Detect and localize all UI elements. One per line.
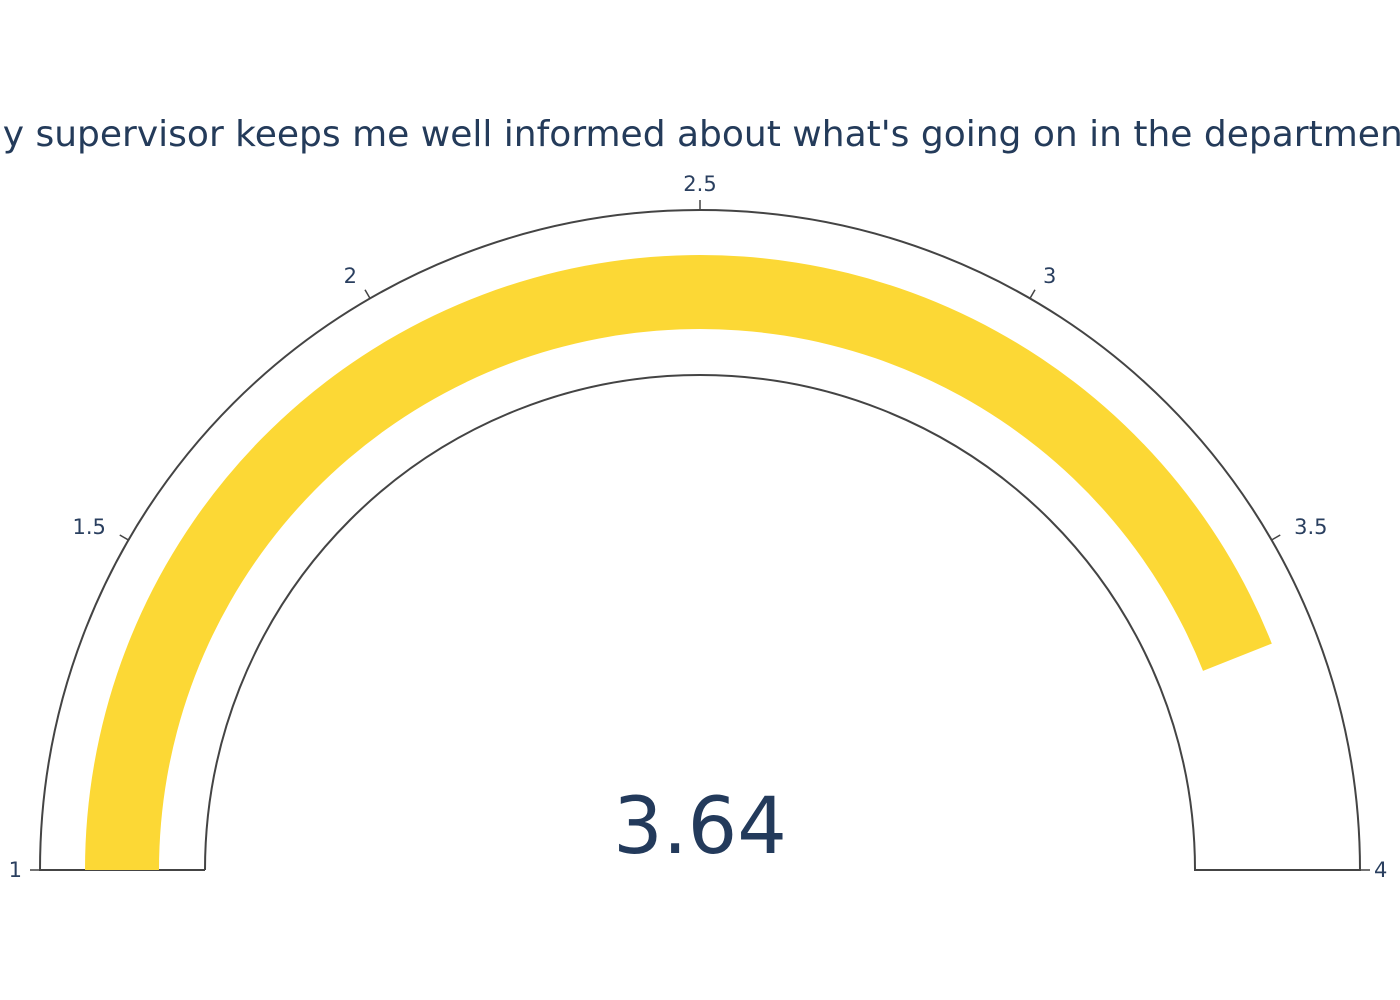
gauge-tick-label: 2 [344, 264, 357, 288]
gauge-tick-label: 1 [9, 858, 22, 882]
gauge-tick-mark [1271, 534, 1281, 541]
gauge-tick-label: 3.5 [1294, 515, 1327, 539]
gauge-value-bar [85, 255, 1272, 870]
gauge-tick-mark [364, 289, 371, 299]
gauge-tick-label: 2.5 [683, 172, 716, 196]
gauge-value: 3.64 [613, 782, 787, 872]
gauge-outline [38, 209, 1362, 871]
gauge-tick-mark [1029, 289, 1036, 299]
gauge-tick-label: 4 [1374, 858, 1387, 882]
chart-title: My supervisor keeps me well informed abo… [0, 114, 1400, 155]
gauge-tick-label: 1.5 [73, 515, 106, 539]
gauge-tick-mark [119, 534, 129, 541]
gauge-ticks: 1 1.5 2 2.5 3 3.5 4 [9, 172, 1388, 882]
gauge-tick-label: 3 [1043, 264, 1056, 288]
